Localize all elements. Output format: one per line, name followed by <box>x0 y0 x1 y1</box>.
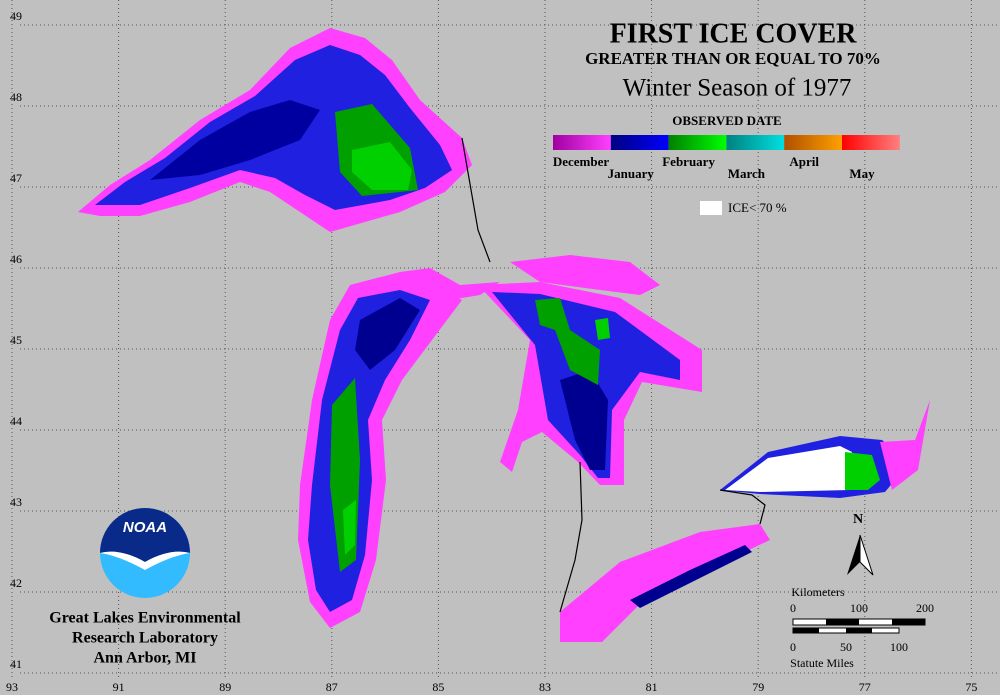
lon-label: 91 <box>113 680 125 694</box>
credit-line: Ann Arbor, MI <box>94 650 197 667</box>
km-bar <box>892 619 925 625</box>
north-arrow <box>859 534 874 576</box>
lat-label: 45 <box>10 333 22 347</box>
lon-label: 89 <box>219 680 231 694</box>
credit-line: Great Lakes Environmental <box>49 610 241 627</box>
mi-tick: 50 <box>840 640 852 654</box>
lon-label: 79 <box>752 680 764 694</box>
mi-tick: 100 <box>890 640 908 654</box>
km-tick: 200 <box>916 601 934 615</box>
lake-erie <box>560 524 770 642</box>
lon-label: 83 <box>539 680 551 694</box>
km-bar <box>826 619 859 625</box>
lon-label: 77 <box>859 680 871 694</box>
lat-label: 44 <box>10 414 22 428</box>
mi-title: Statute Miles <box>790 656 854 670</box>
legend-label: April <box>789 154 819 169</box>
km-title: Kilometers <box>791 585 845 599</box>
lat-label: 47 <box>10 171 22 185</box>
mi-bar <box>793 628 819 633</box>
lat-label: 49 <box>10 9 22 23</box>
legend-label: May <box>849 166 875 181</box>
title: FIRST ICE COVER <box>610 18 858 49</box>
legend-swatch <box>726 135 785 150</box>
legend-label: January <box>608 166 655 181</box>
lat-label: 41 <box>10 657 22 671</box>
lon-label: 87 <box>326 680 338 694</box>
lon-label: 93 <box>6 680 18 694</box>
niagara-river <box>719 489 766 525</box>
credit-line: Research Laboratory <box>72 630 218 647</box>
lat-label: 48 <box>10 90 22 104</box>
km-tick: 0 <box>790 601 796 615</box>
legend-swatch <box>784 135 842 150</box>
mi-tick: 0 <box>790 640 796 654</box>
lake-ontario <box>720 400 930 498</box>
legend-title: OBSERVED DATE <box>672 113 781 128</box>
lon-label: 85 <box>432 680 444 694</box>
season: Winter Season of 1977 <box>623 75 852 102</box>
legend-label: February <box>662 154 715 169</box>
mi-bar <box>846 628 872 633</box>
legend-label: March <box>728 166 766 181</box>
lake-michigan <box>298 268 500 628</box>
legend-swatch <box>842 135 900 150</box>
legend-label: December <box>553 154 610 169</box>
low-ice-label: ICE< 70 % <box>728 200 787 215</box>
legend-swatch <box>610 135 669 150</box>
legend-swatch <box>668 135 727 150</box>
noaa-logo: NOAA <box>100 508 190 598</box>
lake-superior <box>78 28 472 232</box>
lon-label: 81 <box>646 680 658 694</box>
lat-label: 43 <box>10 495 22 509</box>
km-tick: 100 <box>850 601 868 615</box>
north-label: N <box>853 512 863 527</box>
low-ice-swatch <box>700 201 722 215</box>
st-marys-river <box>461 137 491 263</box>
lon-label: 75 <box>965 680 977 694</box>
subtitle: GREATER THAN OR EQUAL TO 70% <box>585 49 881 68</box>
st-clair-river <box>559 461 583 613</box>
lat-label: 46 <box>10 252 22 266</box>
legend-swatch <box>553 135 611 150</box>
lake-huron <box>478 255 702 485</box>
logo-text: NOAA <box>123 519 167 536</box>
north-arrow <box>847 535 860 575</box>
lat-label: 42 <box>10 576 22 590</box>
